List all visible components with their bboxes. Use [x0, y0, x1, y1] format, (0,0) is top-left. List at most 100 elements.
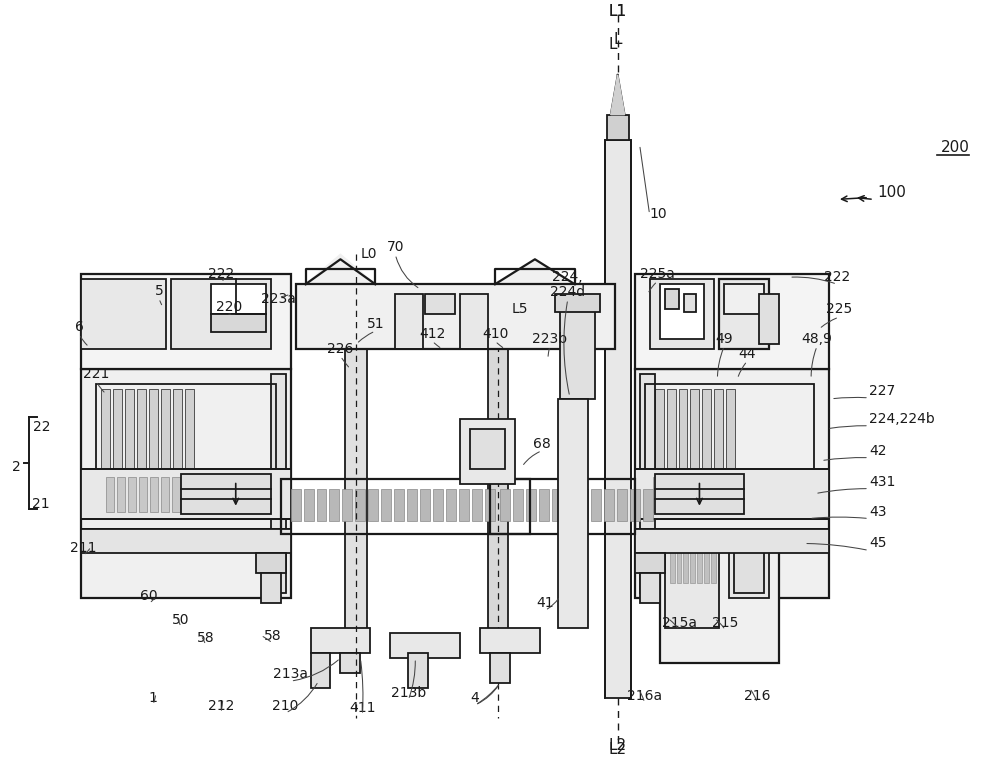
Bar: [630, 489, 640, 521]
Bar: [711, 543, 716, 584]
Text: 211: 211: [70, 541, 96, 556]
Text: 221: 221: [83, 367, 109, 381]
Bar: [101, 389, 110, 469]
Text: 58: 58: [264, 629, 281, 643]
Bar: [81, 274, 291, 369]
Text: 44: 44: [739, 347, 756, 361]
Bar: [460, 294, 488, 349]
Bar: [558, 399, 588, 628]
Bar: [81, 528, 291, 553]
Bar: [185, 389, 194, 469]
Bar: [150, 477, 158, 512]
Bar: [635, 369, 829, 598]
Bar: [664, 477, 672, 512]
Bar: [381, 489, 391, 521]
Bar: [173, 389, 182, 469]
Text: 224,: 224,: [552, 270, 583, 284]
Bar: [480, 628, 540, 653]
Bar: [578, 489, 588, 521]
Text: 227: 227: [869, 384, 895, 398]
Bar: [446, 489, 456, 521]
Text: 41: 41: [536, 597, 554, 610]
Bar: [660, 284, 704, 339]
Bar: [394, 489, 404, 521]
Text: 222: 222: [824, 270, 850, 284]
Bar: [329, 489, 339, 521]
Text: 60: 60: [140, 589, 158, 603]
Text: 70: 70: [387, 241, 404, 254]
Bar: [645, 384, 814, 479]
Text: 410: 410: [482, 327, 508, 341]
Bar: [704, 543, 709, 584]
Bar: [485, 489, 495, 521]
Polygon shape: [306, 254, 375, 284]
Bar: [718, 477, 726, 512]
Bar: [395, 294, 423, 349]
Bar: [726, 389, 735, 469]
Bar: [181, 474, 271, 514]
Bar: [311, 628, 370, 653]
Bar: [684, 294, 696, 312]
Bar: [660, 534, 779, 663]
Text: 45: 45: [869, 537, 886, 550]
Bar: [729, 543, 769, 598]
Bar: [635, 274, 829, 369]
Text: 42: 42: [869, 444, 886, 458]
Bar: [342, 489, 352, 521]
Bar: [513, 489, 523, 521]
Bar: [490, 479, 635, 534]
Text: 22: 22: [33, 420, 50, 434]
Bar: [420, 489, 430, 521]
Text: 223a: 223a: [261, 292, 296, 306]
Bar: [211, 284, 266, 314]
Bar: [345, 334, 367, 643]
Bar: [433, 489, 443, 521]
Polygon shape: [495, 260, 575, 284]
Text: 216: 216: [744, 689, 771, 703]
Bar: [296, 284, 615, 349]
Bar: [125, 389, 134, 469]
Text: L0: L0: [360, 247, 377, 261]
Bar: [650, 279, 714, 349]
Bar: [552, 489, 562, 521]
Bar: [677, 543, 681, 584]
Bar: [81, 469, 291, 518]
Bar: [643, 389, 652, 469]
Bar: [653, 477, 661, 512]
Text: L1: L1: [609, 5, 627, 20]
Bar: [724, 284, 764, 314]
Bar: [555, 294, 600, 312]
Text: 225a: 225a: [640, 267, 675, 282]
Text: 212: 212: [208, 699, 234, 713]
Bar: [355, 489, 365, 521]
Text: 215a: 215a: [662, 616, 697, 630]
Bar: [96, 384, 276, 479]
Bar: [635, 553, 665, 573]
Bar: [690, 543, 695, 584]
Bar: [113, 389, 122, 469]
Text: L1: L1: [609, 5, 627, 20]
Bar: [311, 653, 330, 688]
Text: 220: 220: [216, 300, 242, 314]
Bar: [685, 477, 693, 512]
Bar: [470, 429, 505, 469]
Bar: [675, 477, 682, 512]
Bar: [81, 279, 166, 349]
Bar: [696, 477, 704, 512]
Bar: [488, 334, 508, 643]
Text: 10: 10: [650, 207, 667, 222]
Text: 4: 4: [471, 691, 479, 705]
Bar: [643, 489, 653, 521]
Bar: [256, 553, 286, 573]
Bar: [149, 389, 158, 469]
Bar: [605, 140, 631, 698]
Bar: [665, 538, 719, 628]
Bar: [490, 653, 510, 683]
Text: 48,9: 48,9: [802, 332, 833, 346]
Bar: [281, 479, 530, 534]
Bar: [425, 294, 455, 314]
Text: 210: 210: [272, 699, 299, 713]
Bar: [172, 477, 180, 512]
Text: 431: 431: [869, 474, 895, 489]
Bar: [690, 389, 699, 469]
